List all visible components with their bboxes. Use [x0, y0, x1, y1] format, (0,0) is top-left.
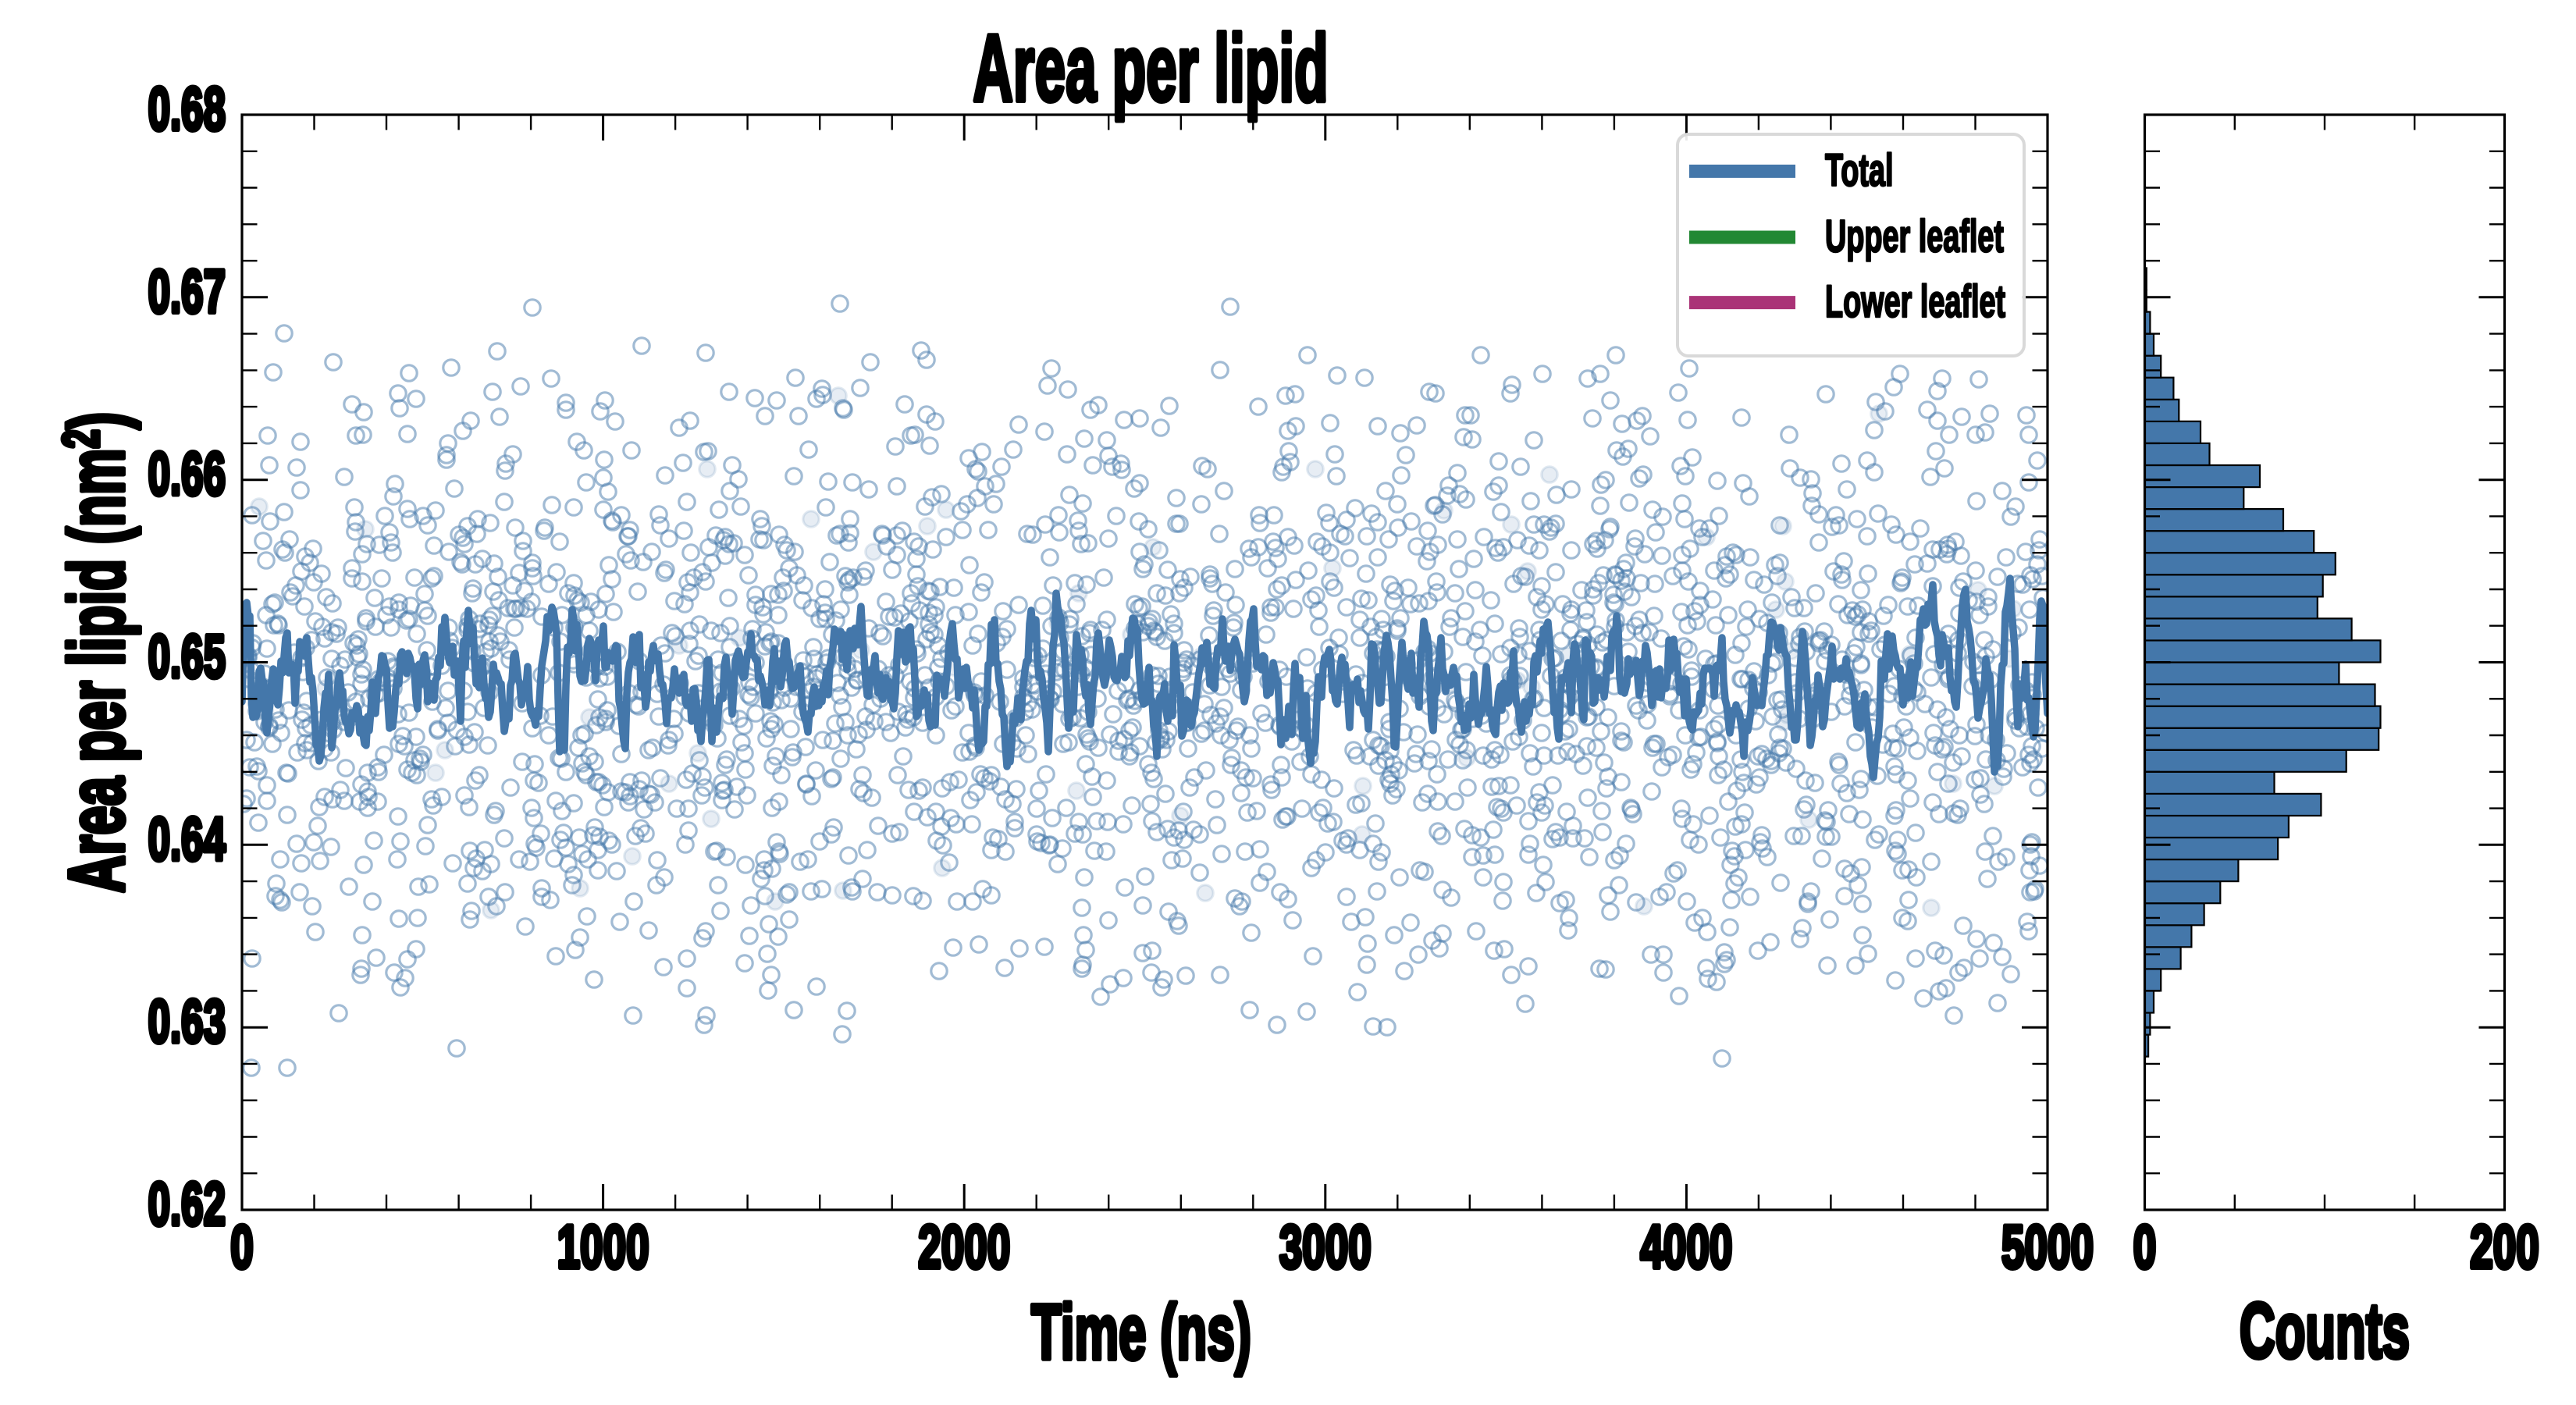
svg-text:0.64: 0.64 [148, 804, 226, 873]
svg-text:5000: 5000 [2001, 1214, 2094, 1282]
svg-text:Total: Total [1825, 146, 1893, 196]
svg-text:0.65: 0.65 [148, 622, 226, 691]
svg-text:200: 200 [2470, 1214, 2539, 1282]
svg-text:2000: 2000 [918, 1214, 1010, 1282]
svg-text:0.68: 0.68 [148, 74, 226, 143]
svg-text:0.62: 0.62 [148, 1169, 226, 1238]
svg-text:Counts: Counts [2240, 1286, 2410, 1374]
svg-text:Upper leaflet: Upper leaflet [1825, 212, 2004, 262]
svg-text:0: 0 [230, 1214, 253, 1282]
svg-text:3000: 3000 [1279, 1214, 1372, 1282]
svg-text:1000: 1000 [557, 1214, 649, 1282]
svg-text:0.63: 0.63 [148, 987, 226, 1055]
svg-text:Area per lipid (nm2): Area per lipid (nm2) [52, 412, 141, 893]
svg-text:0: 0 [2133, 1214, 2156, 1282]
svg-text:Lower leaflet: Lower leaflet [1825, 277, 2005, 327]
svg-text:Time (ns): Time (ns) [1031, 1288, 1251, 1375]
svg-text:4000: 4000 [1640, 1214, 1732, 1282]
svg-text:0.66: 0.66 [148, 439, 226, 508]
svg-text:Area per lipid: Area per lipid [973, 16, 1328, 122]
svg-text:0.67: 0.67 [148, 257, 226, 325]
